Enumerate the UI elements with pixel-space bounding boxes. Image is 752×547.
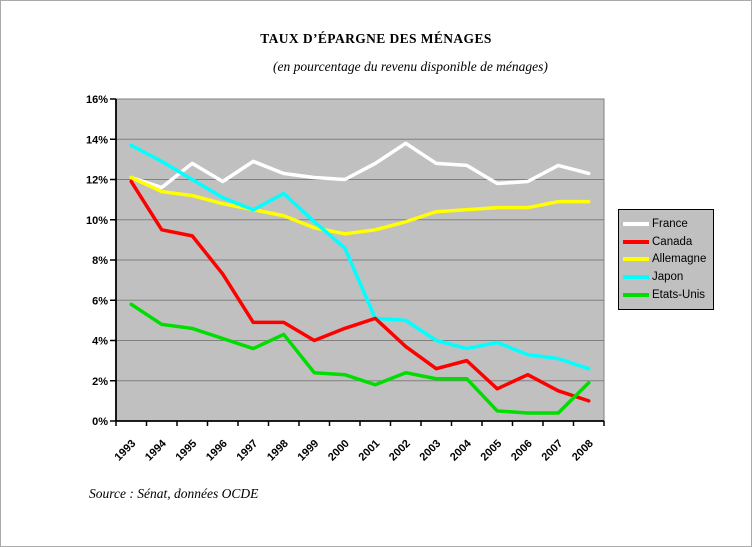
x-axis-label: 1995: [174, 438, 200, 464]
y-axis-label: 6%: [92, 295, 108, 307]
x-axis-label: 2000: [326, 438, 352, 464]
legend-swatch-allemagne: [623, 257, 649, 262]
legend-label-canada: Canada: [652, 235, 693, 248]
series-line-canada: [129, 179, 591, 403]
y-axis-label: 12%: [86, 175, 108, 187]
legend-swatch-france: [623, 221, 649, 226]
y-axis-label: 2%: [92, 376, 108, 388]
x-axis-label: 2006: [509, 438, 535, 464]
legend-item-allemagne: Allemagne: [623, 251, 709, 269]
y-axis-label: 14%: [86, 134, 108, 146]
x-axis-label: 1999: [296, 438, 322, 464]
legend-label-etats-unis: Etats-Unis: [652, 289, 706, 302]
x-axis-label: 2001: [357, 438, 383, 464]
series-line-france: [129, 141, 591, 190]
series-line-japon: [129, 143, 591, 371]
y-axis-label: 4%: [92, 336, 108, 348]
y-axis-label: 10%: [86, 215, 108, 227]
x-axis-label: 2003: [418, 438, 444, 464]
legend-item-etats-unis: Etats-Unis: [623, 286, 709, 304]
y-axis-label: 0%: [92, 416, 108, 428]
legend: France Canada Allemagne Japon Etats-Unis: [618, 209, 714, 310]
source-note: Source : Sénat, données OCDE: [89, 486, 259, 501]
x-axis-label: 2004: [448, 437, 474, 463]
legend-swatch-japon: [623, 275, 649, 280]
x-axis-label: 1997: [235, 438, 261, 464]
x-axis-label: 2007: [540, 438, 566, 464]
x-axis-label: 1998: [265, 438, 291, 464]
series-line-etats-unis: [129, 302, 591, 415]
legend-label-japon: Japon: [652, 271, 684, 284]
y-axis-label: 8%: [92, 255, 108, 267]
x-axis-label: 2002: [387, 438, 413, 464]
x-axis-label: 1993: [113, 438, 139, 464]
legend-label-france: France: [652, 217, 688, 230]
x-axis-label: 2008: [570, 438, 596, 464]
y-axis-label: 16%: [86, 94, 108, 106]
x-axis-label: 1996: [204, 438, 230, 464]
x-axis-label: 2005: [479, 438, 505, 464]
x-axis-label: 1994: [143, 437, 169, 463]
legend-item-france: France: [623, 215, 709, 233]
legend-item-japon: Japon: [623, 268, 709, 286]
chart-title: TAUX D’ÉPARGNE DES MÉNAGES: [260, 31, 492, 46]
legend-swatch-etats-unis: [623, 293, 649, 298]
chart-subtitle: (en pourcentage du revenu disponible de …: [273, 59, 548, 74]
legend-label-allemagne: Allemagne: [652, 253, 707, 266]
series-line-allemagne: [129, 175, 591, 236]
legend-item-canada: Canada: [623, 233, 709, 251]
legend-swatch-canada: [623, 239, 649, 244]
